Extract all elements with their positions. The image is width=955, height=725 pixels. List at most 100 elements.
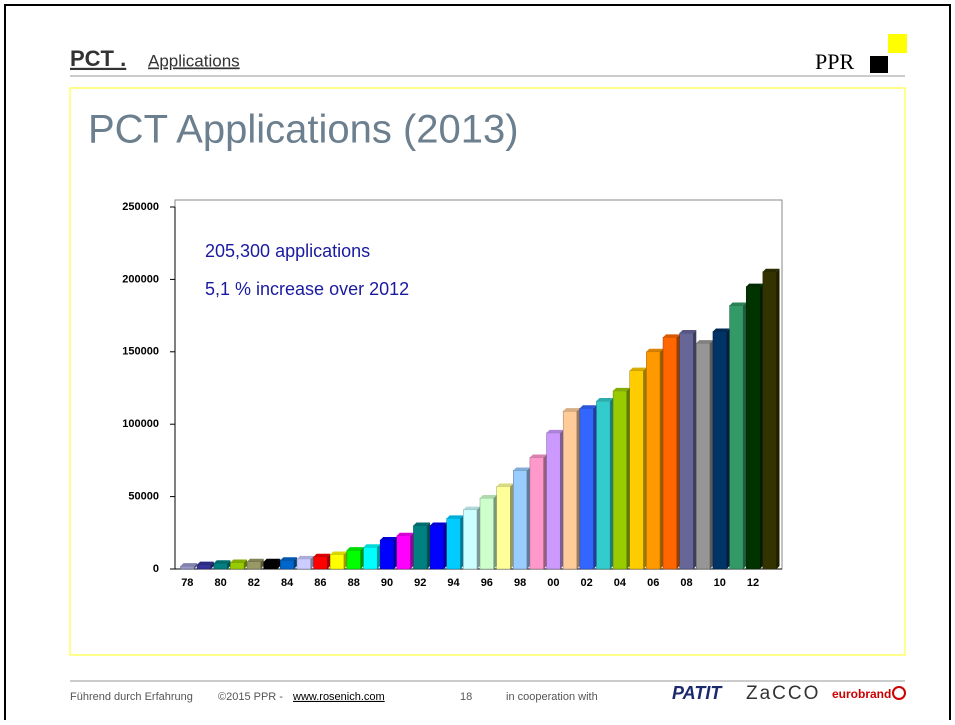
bar-side: [660, 348, 664, 569]
bar-side: [693, 329, 697, 569]
bar: [446, 518, 461, 570]
header-title: PCT .: [70, 46, 126, 71]
chart: 205,300 applications 5,1 % increase over…: [122, 199, 783, 589]
bar-top: [746, 283, 763, 287]
x-tick-label: 92: [414, 577, 426, 589]
bar-top: [613, 387, 630, 391]
bar: [479, 497, 494, 570]
bar-side: [576, 408, 580, 569]
y-tick-label: 200000: [122, 273, 159, 285]
bar-side: [560, 429, 564, 569]
x-tick-label: 82: [248, 577, 260, 589]
bar-top: [596, 398, 614, 402]
content-box: [69, 87, 906, 656]
bar: [762, 271, 777, 570]
bar-top: [679, 329, 697, 333]
bar: [346, 549, 361, 570]
header-subtitle: Applications: [148, 51, 240, 70]
bar: [596, 400, 611, 570]
y-tick-label: 100000: [122, 418, 159, 430]
bar-side: [210, 561, 214, 569]
bar-top: [712, 328, 730, 332]
bar: [745, 286, 761, 570]
bar-top: [280, 557, 297, 561]
bar-top: [346, 547, 364, 551]
bar-top: [479, 495, 497, 499]
bar-top: [413, 522, 431, 526]
x-tick-label: 02: [581, 577, 593, 589]
bar-side: [277, 558, 281, 569]
bar-side: [227, 560, 231, 569]
bar-side: [676, 334, 680, 569]
bar-top: [263, 558, 281, 562]
bar-side: [393, 537, 397, 569]
bar: [196, 564, 212, 570]
bar: [230, 562, 245, 570]
bar-side: [310, 555, 314, 569]
bar-side: [194, 563, 198, 569]
bar-side: [776, 268, 780, 569]
bar: [712, 331, 727, 570]
bar-top: [313, 553, 331, 557]
partner-logo: eurobrand: [832, 687, 891, 701]
bar: [513, 470, 528, 570]
bar-side: [743, 302, 747, 569]
bar-top: [629, 367, 647, 371]
bar: [213, 562, 228, 570]
logo-text: PPR: [815, 49, 854, 74]
bar: [413, 525, 428, 570]
bar-side: [443, 522, 447, 569]
bar-top: [762, 268, 780, 272]
bar-top: [296, 555, 314, 559]
bar-top: [430, 522, 447, 526]
x-tick-label: 88: [348, 577, 360, 589]
bar-side: [709, 340, 713, 569]
bar: [379, 539, 395, 570]
y-tick-label: 50000: [128, 491, 159, 503]
bar-side: [493, 495, 497, 569]
bar: [263, 561, 278, 570]
bar-side: [343, 551, 347, 569]
footer-copyright: ©2015 PPR -: [218, 691, 283, 703]
x-tick-label: 94: [447, 577, 460, 589]
bar: [280, 560, 295, 570]
annotation: 205,300 applications: [205, 241, 370, 261]
bar-top: [380, 537, 397, 541]
bar: [363, 547, 378, 570]
bar-top: [513, 467, 530, 471]
bar-top: [446, 515, 464, 519]
bar: [612, 390, 628, 570]
bar-side: [759, 283, 763, 569]
x-tick-label: 04: [614, 577, 627, 589]
bar-top: [197, 561, 214, 565]
bar-top: [396, 532, 414, 536]
partner-logo: PATIT: [672, 683, 723, 703]
bar-top: [546, 429, 564, 433]
y-tick-label: 150000: [122, 346, 159, 358]
bar-side: [244, 559, 248, 569]
bar: [296, 558, 311, 570]
bar-top: [463, 506, 481, 510]
bar-side: [427, 522, 431, 569]
footer-page: 18: [460, 691, 472, 703]
bar-top: [330, 551, 347, 555]
bar: [463, 509, 478, 570]
bar: [546, 432, 561, 570]
bar-side: [260, 558, 264, 569]
x-tick-label: 80: [214, 577, 226, 589]
bar-top: [230, 559, 248, 563]
partner-icon: [892, 686, 906, 700]
bar-top: [563, 408, 580, 412]
x-tick-label: 96: [481, 577, 493, 589]
logo-yellow: [888, 34, 907, 53]
x-tick-label: 08: [680, 577, 692, 589]
slide-heading: PCT Applications (2013): [88, 108, 519, 152]
bar-top: [663, 334, 680, 338]
bar-side: [510, 483, 514, 569]
bar: [729, 305, 744, 570]
footer-link[interactable]: www.rosenich.com: [292, 691, 385, 703]
bar: [662, 337, 677, 570]
bar-side: [543, 454, 547, 569]
